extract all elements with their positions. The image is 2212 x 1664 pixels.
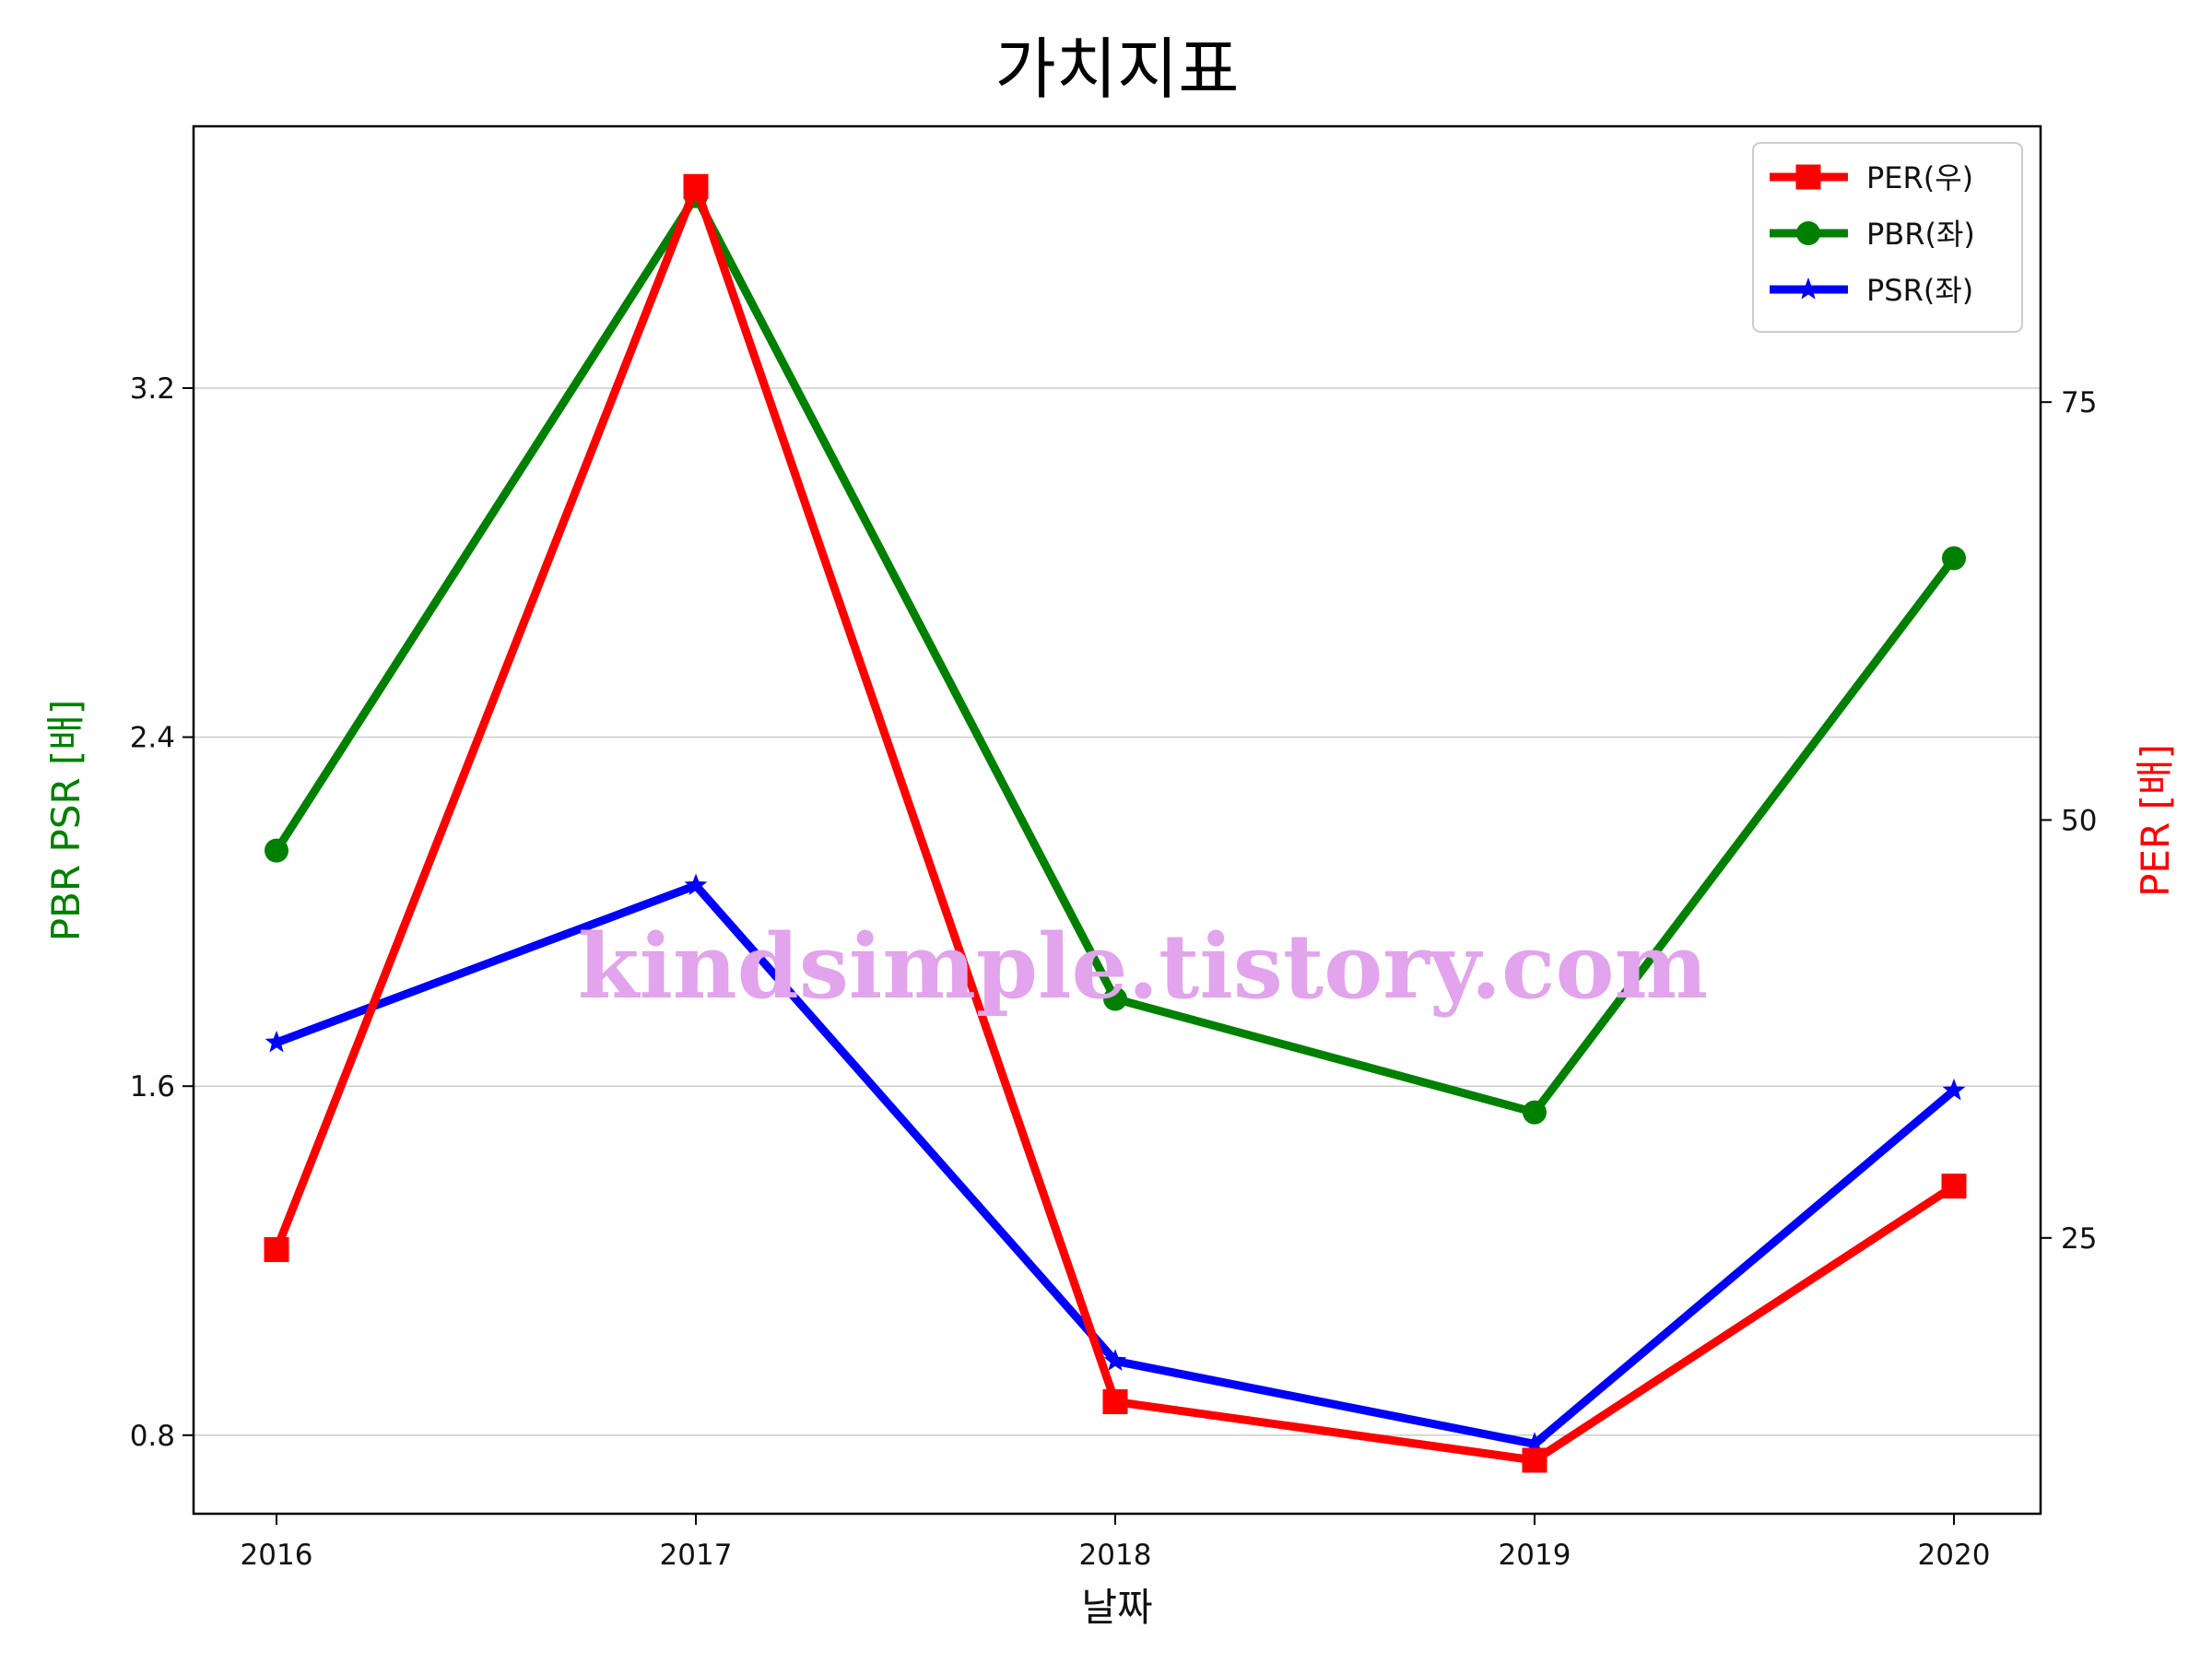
- legend-label: PBR(좌): [1866, 217, 1975, 252]
- data-point: [1103, 986, 1127, 1011]
- left-y-tick-label: 0.8: [130, 1420, 175, 1453]
- right-y-axis: 25 50 75: [2041, 386, 2097, 1256]
- legend-item: PBR(좌): [1770, 217, 1975, 252]
- legend-items: PER(우) PBR(좌) PSR(좌): [1770, 160, 1975, 308]
- data-point: [1522, 1447, 1547, 1473]
- data-point: [684, 873, 708, 895]
- left-y-axis: 0.8 1.6 2.4 3.2: [130, 372, 194, 1453]
- right-y-tick-label: 25: [2061, 1222, 2097, 1256]
- series-psr: [265, 873, 1966, 1454]
- right-y-tick-label: 75: [2061, 386, 2097, 419]
- data-point: [1942, 1078, 1966, 1101]
- legend-marker: [1795, 164, 1821, 190]
- legend-label: PER(우): [1866, 160, 1973, 195]
- grid-lines: [194, 387, 2041, 1436]
- x-tick-label: 2019: [1499, 1539, 1571, 1572]
- x-axis: 2016 2017 2018 2019 2020: [241, 1514, 1991, 1572]
- left-y-tick-label: 3.2: [130, 372, 175, 406]
- legend-marker: [1796, 277, 1820, 300]
- data-point: [1102, 1389, 1128, 1415]
- watermark: kindsimple.tistory.com: [578, 915, 1708, 1019]
- data-point: [1942, 546, 1966, 571]
- legend-label: PSR(좌): [1866, 273, 1973, 308]
- x-tick-label: 2018: [1079, 1539, 1152, 1572]
- left-y-tick-label: 1.6: [130, 1070, 175, 1103]
- left-y-axis-label: PBR PSR [배]: [43, 700, 88, 942]
- data-point: [265, 838, 288, 863]
- x-axis-label: 날짜: [1081, 1585, 1152, 1630]
- series-layer: [264, 173, 1967, 1473]
- series-per: [264, 173, 1967, 1473]
- legend-item: PER(우): [1770, 160, 1973, 195]
- data-point: [264, 1237, 289, 1263]
- data-point: [1523, 1100, 1547, 1125]
- series-line: [272, 174, 1957, 1465]
- left-y-tick-label: 2.4: [130, 722, 175, 755]
- right-y-tick-label: 50: [2061, 805, 2097, 838]
- data-point: [1523, 1432, 1547, 1454]
- legend-box: [1752, 142, 2023, 333]
- x-tick-label: 2017: [660, 1539, 733, 1572]
- data-point: [1103, 1349, 1127, 1371]
- data-point: [1941, 1174, 1967, 1199]
- data-point: [683, 173, 709, 199]
- chart-title: 가치지표: [995, 30, 1240, 108]
- legend-marker: [1796, 221, 1820, 245]
- right-y-axis-label: PER [배]: [2133, 744, 2178, 897]
- data-point: [265, 1030, 288, 1053]
- legend-item: PSR(좌): [1770, 273, 1973, 308]
- plot-frame: [192, 124, 2042, 1516]
- legend: PER(우) PBR(좌) PSR(좌): [1752, 142, 2023, 333]
- x-tick-label: 2016: [241, 1539, 313, 1572]
- x-tick-label: 2020: [1918, 1539, 1991, 1572]
